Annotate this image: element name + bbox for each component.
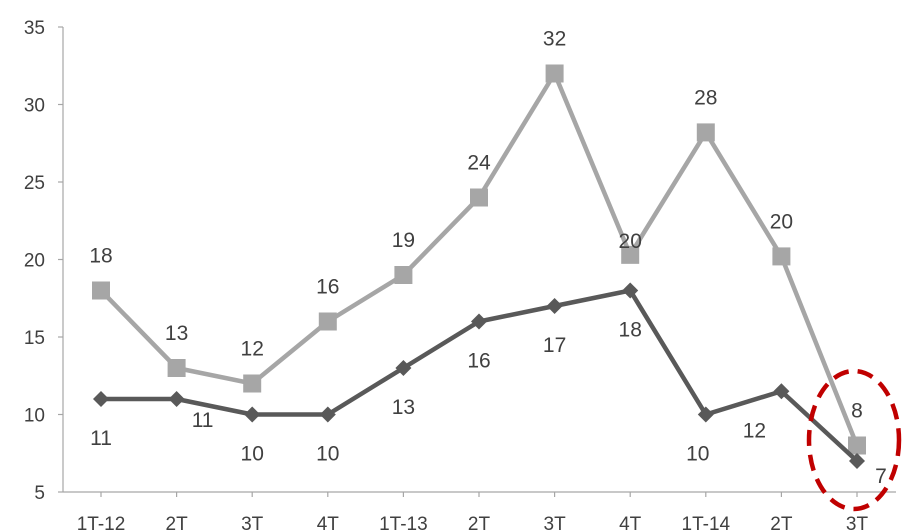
series-2-point	[849, 453, 865, 469]
data-label: 32	[543, 28, 566, 51]
data-label: 28	[694, 86, 717, 109]
data-label: 11	[90, 427, 112, 450]
data-label: 20	[619, 230, 642, 253]
x-tick-label: 4T	[619, 514, 642, 532]
data-label: 13	[165, 322, 188, 345]
y-tick-label: 35	[24, 18, 45, 39]
data-label: 8	[851, 400, 863, 423]
x-tick-label: 3T	[846, 514, 869, 532]
data-label: 11	[192, 409, 214, 432]
series-1-point	[848, 436, 866, 455]
series-1-point	[621, 245, 640, 264]
highlight-dashed-circle	[806, 368, 902, 512]
series-1-point	[470, 188, 488, 207]
data-label: 10	[241, 443, 264, 466]
x-tick-label: 1T-14	[682, 514, 731, 532]
chart-axes: 5 10 15 20 25 30 35 1T-12 2T 3T 4T 1T-13 2T 3T 4T 1T-14…	[24, 18, 896, 532]
x-tick-label: 1T-12	[77, 514, 126, 532]
series-2-point	[244, 406, 261, 423]
data-label: 13	[392, 396, 415, 419]
x-tick-label: 2T	[468, 514, 491, 532]
data-label: 10	[316, 443, 339, 466]
series-2-point	[546, 298, 563, 314]
y-tick-label: 20	[24, 251, 45, 272]
series-1-point	[394, 266, 413, 284]
data-label: 16	[316, 276, 339, 299]
y-tick-label: 25	[24, 173, 45, 194]
y-tick-label: 5	[34, 483, 45, 504]
data-labels-layer: 18 13 12 16 19 24 32 20 28 20 8 11 11 10 10 13 16 17 18 10 1…	[89, 28, 887, 489]
x-tick-label: 3T	[544, 514, 567, 532]
series-1-point	[545, 64, 564, 83]
series-2-point	[93, 391, 109, 407]
data-label: 18	[89, 245, 112, 268]
data-label: 18	[619, 319, 642, 342]
data-label: 7	[875, 465, 887, 488]
series-1-point	[243, 374, 262, 393]
series-line-1	[99, 71, 860, 447]
data-label: 24	[467, 152, 491, 175]
series-layer	[92, 64, 866, 469]
data-label: 19	[392, 229, 415, 252]
series-1-point	[318, 312, 337, 331]
series-1-point	[772, 247, 791, 266]
y-tick-label: 30	[24, 96, 45, 117]
y-tick-label: 10	[24, 406, 45, 427]
annotation-layer	[806, 368, 902, 512]
series-1-point	[167, 359, 186, 377]
series-2-point	[773, 383, 790, 400]
x-tick-label: 2T	[166, 514, 189, 532]
x-tick-label: 1T-13	[379, 514, 428, 532]
x-tick-label: 2T	[770, 514, 793, 532]
data-label: 12	[241, 338, 264, 361]
y-tick-label: 15	[24, 328, 45, 349]
series-1-point	[92, 281, 110, 300]
data-label: 16	[467, 350, 490, 373]
data-label: 10	[686, 443, 709, 466]
x-tick-label: 3T	[241, 514, 264, 532]
series-2-point	[471, 313, 487, 330]
data-label: 17	[543, 334, 566, 357]
series-2-point	[168, 391, 185, 407]
series-2-point	[697, 406, 714, 423]
series-2-point	[622, 282, 639, 299]
data-label: 20	[770, 210, 793, 233]
series-1-point	[696, 123, 715, 142]
data-label: 12	[743, 419, 766, 442]
series-2-point	[395, 360, 412, 376]
series-2-point	[319, 406, 336, 423]
x-tick-label: 4T	[317, 514, 340, 532]
